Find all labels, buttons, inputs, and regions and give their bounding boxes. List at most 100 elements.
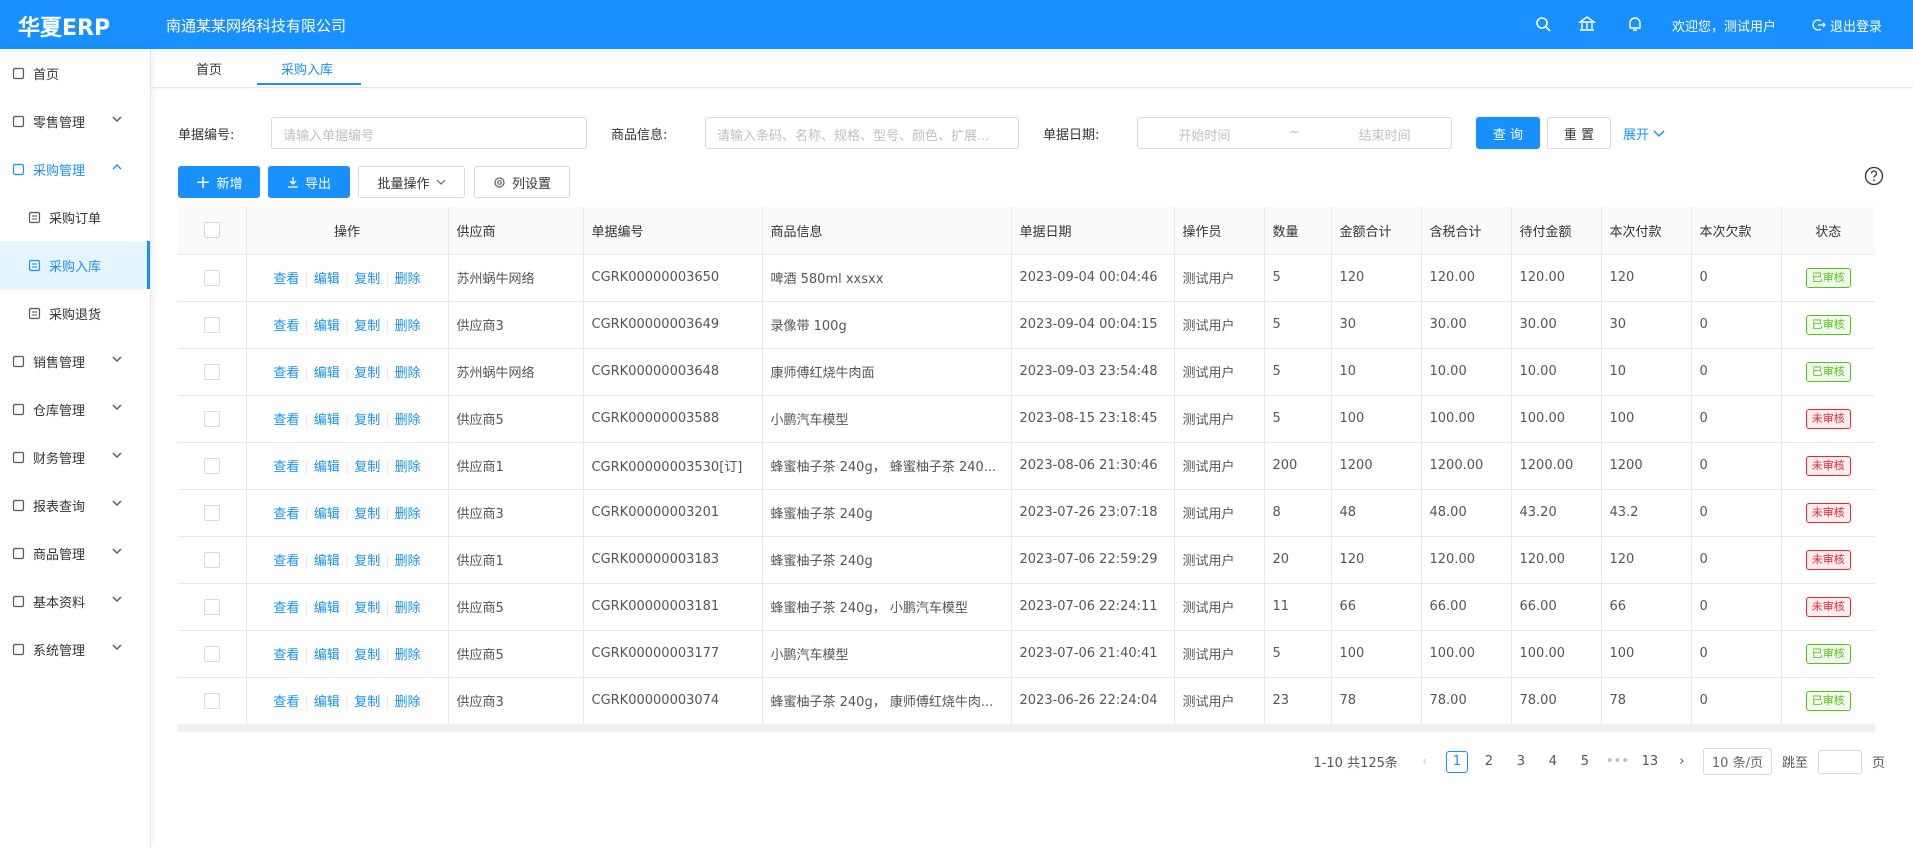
page-number[interactable]: 4 — [1548, 754, 1558, 769]
jump-input[interactable] — [1817, 749, 1862, 774]
next-page[interactable]: › — [1679, 754, 1685, 769]
action-link[interactable]: 编辑 — [313, 413, 340, 428]
page-number[interactable]: 2 — [1484, 754, 1494, 769]
action-link[interactable]: 编辑 — [313, 366, 340, 381]
page-number[interactable]: 3 — [1516, 754, 1526, 769]
page-summary: 1-10 共125条 — [1313, 756, 1398, 771]
number-input[interactable]: 请输入单据编号 — [271, 117, 587, 149]
help-icon[interactable] — [1864, 166, 1884, 186]
page-size-select[interactable]: 10 条/页 — [1702, 748, 1772, 775]
menu-item[interactable]: 销售管理 — [0, 337, 150, 385]
checkbox[interactable] — [203, 645, 220, 662]
submenu-item[interactable]: 采购退货 — [0, 289, 150, 337]
action-link[interactable]: 删除 — [394, 460, 421, 475]
action-link[interactable]: 查看 — [273, 319, 300, 334]
menu-item[interactable]: 系统管理 — [0, 625, 150, 673]
tab[interactable]: 首页 — [196, 63, 223, 78]
action-link[interactable]: 编辑 — [313, 319, 340, 334]
action-link[interactable]: 编辑 — [313, 554, 340, 569]
prev-page[interactable]: ‹ — [1422, 754, 1428, 769]
action-link[interactable]: 删除 — [394, 272, 421, 287]
menu-item[interactable]: 商品管理 — [0, 529, 150, 577]
action-link[interactable]: 查看 — [273, 601, 300, 616]
checkbox[interactable] — [203, 222, 220, 239]
action-link[interactable]: 删除 — [394, 319, 421, 334]
tab-active[interactable]: 采购入库 — [281, 63, 334, 78]
menu-item[interactable]: 零售管理 — [0, 97, 150, 145]
action-link[interactable]: 复制 — [354, 507, 381, 522]
checkbox[interactable] — [203, 598, 220, 615]
checkbox[interactable] — [203, 504, 220, 521]
checkbox[interactable] — [203, 457, 220, 474]
action-link[interactable]: 复制 — [354, 554, 381, 569]
action-link[interactable]: 编辑 — [313, 272, 340, 287]
submenu-item[interactable]: 采购订单 — [0, 193, 150, 241]
action-link[interactable]: 查看 — [273, 695, 300, 710]
date-range[interactable]: 开始时间 ~ 结束时间 — [1137, 117, 1452, 149]
submenu-item[interactable]: 采购入库 — [0, 241, 150, 289]
page-number[interactable]: 1 — [1445, 750, 1468, 773]
menu-item[interactable]: 采购管理 — [0, 145, 150, 193]
action-link[interactable]: 复制 — [354, 648, 381, 663]
bank-icon[interactable] — [1578, 15, 1596, 33]
table-cell: 苏州蜗牛网络 — [448, 348, 584, 396]
menu-item[interactable]: 报表查询 — [0, 481, 150, 529]
logo[interactable]: 华夏ERP — [18, 16, 111, 41]
page-ellipsis[interactable]: ••• — [1605, 754, 1629, 769]
action-link[interactable]: 复制 — [354, 413, 381, 428]
action-link[interactable]: 删除 — [394, 366, 421, 381]
action-link[interactable]: 查看 — [273, 460, 300, 475]
page-number[interactable]: 5 — [1580, 754, 1590, 769]
page-number[interactable]: 13 — [1641, 754, 1659, 769]
checkbox[interactable] — [203, 363, 220, 380]
action-link[interactable]: 复制 — [354, 366, 381, 381]
action-link[interactable]: 删除 — [394, 413, 421, 428]
action-link[interactable]: 复制 — [354, 272, 381, 287]
action-link[interactable]: 删除 — [394, 507, 421, 522]
checkbox[interactable] — [203, 410, 220, 427]
bell-icon[interactable] — [1626, 15, 1644, 33]
goods-input[interactable]: 请输入条码、名称、规格、型号、颜色、扩展... — [705, 117, 1019, 149]
query-button[interactable]: 查 询 — [1476, 117, 1540, 149]
action-link[interactable]: 复制 — [354, 460, 381, 475]
action-link[interactable]: 编辑 — [313, 648, 340, 663]
action-link[interactable]: 编辑 — [313, 695, 340, 710]
action-link[interactable]: 查看 — [273, 648, 300, 663]
action-link[interactable]: 查看 — [273, 507, 300, 522]
search-icon[interactable] — [1534, 15, 1552, 33]
menu-item[interactable]: 首页 — [0, 49, 150, 97]
action-link[interactable]: 复制 — [354, 695, 381, 710]
action-link[interactable]: 编辑 — [313, 601, 340, 616]
action-link[interactable]: 删除 — [394, 695, 421, 710]
checkbox[interactable] — [203, 692, 220, 709]
checkbox[interactable] — [203, 316, 220, 333]
action-link[interactable]: 删除 — [394, 648, 421, 663]
add-button[interactable]: + 新增 — [178, 166, 260, 198]
sidebar: 首页 零售管理 采购管理 采购订单 采购入库 采购退货 销售管理 仓库管理 财务管理 报表查询 商品… — [0, 49, 151, 848]
menu-item[interactable]: 仓库管理 — [0, 385, 150, 433]
action-link[interactable]: 查看 — [273, 413, 300, 428]
columns-button[interactable]: 列设置 — [474, 166, 570, 198]
action-link[interactable]: 复制 — [354, 319, 381, 334]
actions-cell: 查看 | 编辑 | 复制 | 删除 — [246, 254, 449, 302]
status-tag: 已审核 — [1805, 314, 1851, 335]
action-link[interactable]: 查看 — [273, 554, 300, 569]
action-link[interactable]: 复制 — [354, 601, 381, 616]
checkbox[interactable] — [203, 551, 220, 568]
reset-button[interactable]: 重 置 — [1547, 117, 1611, 149]
select-cell — [178, 489, 247, 537]
tab-bar: 首页 采购入库 — [151, 49, 1913, 88]
action-link[interactable]: 编辑 — [313, 460, 340, 475]
checkbox[interactable] — [203, 269, 220, 286]
action-link[interactable]: 删除 — [394, 554, 421, 569]
action-link[interactable]: 查看 — [273, 366, 300, 381]
export-button[interactable]: 导出 — [268, 166, 350, 198]
menu-item[interactable]: 基本资料 — [0, 577, 150, 625]
batch-button[interactable]: 批量操作 — [358, 166, 465, 198]
action-link[interactable]: 编辑 — [313, 507, 340, 522]
logout-link[interactable]: 退出登录 — [1830, 20, 1883, 35]
action-link[interactable]: 删除 — [394, 601, 421, 616]
menu-item[interactable]: 财务管理 — [0, 433, 150, 481]
expand-link[interactable]: 展开 — [1623, 124, 1665, 143]
action-link[interactable]: 查看 — [273, 272, 300, 287]
